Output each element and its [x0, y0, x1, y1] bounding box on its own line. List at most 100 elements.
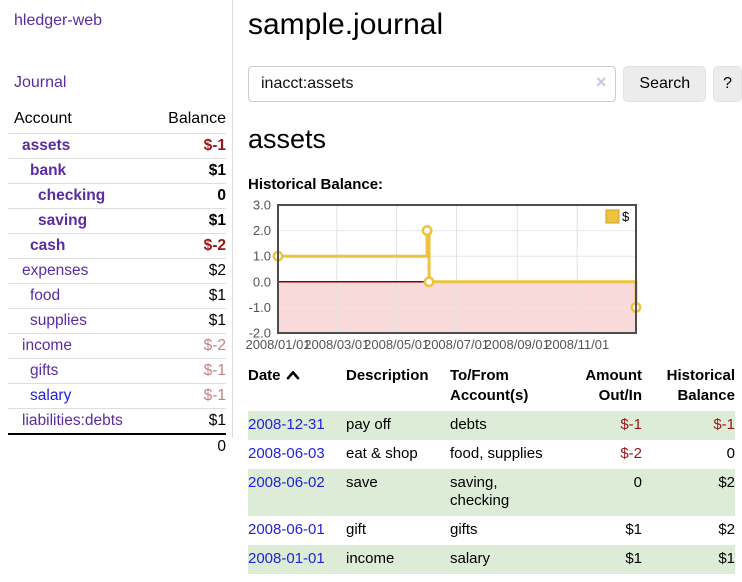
transaction-accounts-cell: debts — [450, 411, 562, 440]
account-balance: $1 — [117, 158, 226, 184]
account-link[interactable]: expenses — [22, 262, 89, 279]
account-total-row: 0 — [8, 433, 226, 459]
account-balance: 0 — [117, 183, 226, 209]
account-link[interactable]: bank — [30, 162, 67, 179]
total-spacer — [8, 433, 117, 459]
transaction-date-cell: 2008-01-01 — [248, 544, 346, 574]
y-axis-tick-label: 2.0 — [253, 223, 271, 238]
account-link[interactable]: cash — [30, 237, 66, 254]
chart-title: Historical Balance: — [248, 176, 384, 193]
date-column-header[interactable]: Date — [248, 363, 346, 411]
search-button[interactable]: Search — [623, 66, 707, 102]
account-column-header: Account — [8, 106, 117, 134]
account-row: assets $-1 — [8, 133, 226, 159]
transaction-date-link[interactable]: 2008-06-01 — [248, 521, 325, 538]
account-link[interactable]: checking — [38, 187, 106, 204]
account-cell: gifts — [8, 358, 117, 384]
x-axis-tick-label: 2008/03/01 — [304, 337, 369, 352]
page-title: sample.journal — [248, 8, 444, 41]
account-link[interactable]: salary — [30, 387, 72, 404]
account-cell: cash — [8, 233, 117, 259]
transaction-accounts-cell: food, supplies — [450, 444, 543, 462]
transaction-description-cell: save — [346, 468, 450, 516]
sidebar-item-journal[interactable]: Journal — [14, 74, 67, 91]
transaction-amount-cell: $1 — [625, 521, 642, 538]
y-axis-tick-label: 0.0 — [253, 274, 271, 289]
account-row: saving $1 — [8, 208, 226, 234]
transaction-date-link[interactable]: 2008-01-01 — [248, 549, 325, 567]
transaction-balance-cell: $2 — [642, 468, 735, 516]
account-balance: $1 — [117, 283, 226, 309]
amount-column-header[interactable]: Amount Out/In — [585, 367, 642, 404]
transaction-date-link[interactable]: 2008-06-03 — [248, 444, 325, 462]
account-cell: expenses — [8, 258, 117, 284]
date-header-label: Date — [248, 367, 281, 384]
transaction-accounts-cell: gifts — [450, 521, 478, 538]
account-cell: supplies — [8, 308, 117, 334]
balance-column-header-register[interactable]: Historical Balance — [666, 367, 735, 404]
transaction-description-cell: income — [346, 544, 450, 574]
transaction-date-link[interactable]: 2008-06-02 — [248, 473, 325, 491]
account-balance: $-1 — [117, 383, 226, 409]
transaction-date-cell: 2008-06-02 — [248, 468, 346, 516]
account-cell: assets — [8, 133, 117, 159]
accounts-column-header[interactable]: To/From Account(s) — [450, 367, 529, 404]
data-point-marker — [421, 225, 433, 237]
account-cell: income — [8, 333, 117, 359]
register-row: 2008-12-31 pay off debts $-1 $-1 — [248, 411, 735, 440]
transaction-date-link[interactable]: 2008-12-31 — [248, 416, 325, 433]
y-axis-tick-label: -2.0 — [249, 326, 271, 341]
transaction-date-cell: 2008-12-31 — [248, 411, 346, 440]
account-balance: $1 — [117, 408, 226, 435]
account-link[interactable]: assets — [22, 137, 71, 154]
legend-swatch — [605, 209, 620, 224]
account-link[interactable]: gifts — [30, 362, 59, 379]
search-input-wrap: × — [248, 66, 617, 102]
balance-column-header: Balance — [117, 106, 226, 134]
historical-balance-chart: 3.0 2.0 1.0 0.0 -1.0 -2.02008/01/012008/03/01… — [245, 198, 642, 352]
app-brand-link[interactable]: hledger-web — [14, 12, 103, 29]
sort-ascending-icon — [286, 371, 299, 380]
register-row: 2008-06-03 eat & shop food, supplies $-2 0 — [248, 440, 735, 469]
chart-border — [277, 204, 637, 334]
account-row: supplies $1 — [8, 308, 226, 334]
account-row: salary $-1 — [8, 383, 226, 409]
transaction-balance-cell: $1 — [642, 544, 735, 574]
account-link[interactable]: income — [22, 337, 72, 354]
transaction-amount-cell: $-2 — [620, 444, 642, 462]
account-tree-body: assets $-1 bank $1 checking 0 saving $1 cash $-2 e… — [8, 133, 226, 435]
account-cell: salary — [8, 383, 117, 409]
account-balance: $-1 — [117, 133, 226, 159]
account-balance: $1 — [117, 308, 226, 334]
transaction-accounts-cell: salary — [450, 544, 562, 574]
account-balance: $-2 — [117, 233, 226, 259]
account-row: liabilities:debts $1 — [8, 408, 226, 435]
account-row: income $-2 — [8, 333, 226, 359]
x-axis-tick-label: 2008/11/01 — [545, 337, 609, 352]
account-link[interactable]: saving — [38, 212, 88, 229]
transaction-accounts-cell: saving, checking — [450, 468, 562, 516]
clear-search-icon[interactable]: × — [595, 72, 607, 92]
sidebar-divider — [232, 0, 233, 438]
account-row: cash $-2 — [8, 233, 226, 259]
search-form: × Search ? — [248, 66, 742, 102]
description-column-header[interactable]: Description — [346, 367, 429, 384]
account-cell: saving — [8, 208, 117, 234]
account-balance: $-1 — [117, 358, 226, 384]
account-balance-table: Account Balance assets $-1 bank $1 checking 0… — [8, 106, 226, 459]
y-axis-tick-label: 1.0 — [253, 249, 271, 264]
search-input[interactable] — [248, 66, 617, 102]
x-axis-tick-label: 2008/05/01 — [364, 337, 429, 352]
account-link[interactable]: supplies — [30, 312, 87, 329]
transaction-description-cell: eat & shop — [346, 444, 418, 462]
help-button[interactable]: ? — [713, 66, 742, 102]
account-link[interactable]: liabilities:debts — [22, 412, 123, 429]
transaction-amount-cell: $1 — [562, 544, 642, 574]
account-row: expenses $2 — [8, 258, 226, 284]
account-link[interactable]: food — [30, 287, 61, 304]
transaction-balance-cell: $2 — [718, 521, 735, 538]
legend-label: $ — [622, 209, 630, 224]
transaction-description-cell: pay off — [346, 411, 450, 440]
account-cell: liabilities:debts — [8, 408, 123, 435]
register-row: 2008-06-01 gift gifts $1 $2 — [248, 516, 735, 545]
